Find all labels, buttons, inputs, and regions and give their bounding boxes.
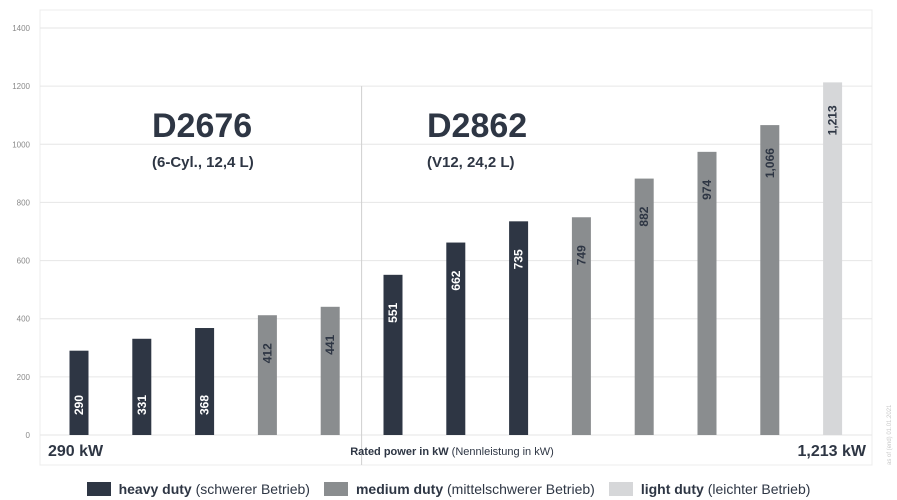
bar-value-label: 1,213 xyxy=(826,105,840,135)
axis-title-normal: (Nennleistung in kW) xyxy=(449,446,554,458)
legend-item-medium: medium duty (mittelschwerer Betrieb) xyxy=(323,481,595,497)
x-min-label: 290 kW xyxy=(48,443,104,460)
bar-medium xyxy=(257,315,277,435)
bar-value-label: 974 xyxy=(700,180,714,200)
y-tick-label: 1200 xyxy=(12,82,30,91)
bar-light xyxy=(823,82,843,435)
legend-swatch xyxy=(608,482,633,496)
y-tick-label: 800 xyxy=(17,198,31,207)
legend-label-rest: (schwerer Betrieb) xyxy=(191,481,310,497)
bar-value-label: 412 xyxy=(260,343,274,363)
legend-label-strong: light duty xyxy=(640,481,704,497)
axis-title-bold: Rated power in kW xyxy=(350,446,449,458)
axis-title: Rated power in kW (Nennleistung in kW) xyxy=(350,446,554,458)
y-tick-label: 1400 xyxy=(12,24,30,33)
legend-item-heavy: heavy duty (schwerer Betrieb) xyxy=(86,481,310,497)
engine-name: D2676 xyxy=(152,107,252,145)
bar-value-label: 368 xyxy=(198,395,212,415)
bar-value-label: 735 xyxy=(512,249,526,269)
bar-heavy xyxy=(383,274,403,435)
y-tick-label: 0 xyxy=(26,431,31,440)
side-note: as of (end) 01.01.2021 xyxy=(887,404,893,465)
legend-item-light: light duty (leichter Betrieb) xyxy=(608,481,811,497)
bar-value-label: 290 xyxy=(72,395,86,415)
bar-heavy xyxy=(132,338,152,435)
x-max-label: 1,213 kW xyxy=(798,443,867,460)
gridlines xyxy=(40,27,872,436)
legend-label-strong: medium duty xyxy=(355,481,444,497)
legend-label-rest: (mittelschwerer Betrieb) xyxy=(443,481,595,497)
y-tick-label: 600 xyxy=(17,257,31,266)
engine-spec: (V12, 24,2 L) xyxy=(427,154,515,171)
legend-label: light duty (leichter Betrieb) xyxy=(641,481,811,497)
bar-value-label: 1,066 xyxy=(763,148,777,178)
bar-value-label: 749 xyxy=(574,245,588,265)
legend-swatch xyxy=(86,482,111,496)
bar-value-label: 662 xyxy=(449,270,463,290)
bar-value-label: 551 xyxy=(386,302,400,322)
y-tick-labels: 0 200 400 600 800 1000 1200 1400 xyxy=(12,24,30,440)
bar-value-label: 441 xyxy=(323,334,337,354)
bar-heavy xyxy=(446,242,466,435)
bars: 290 331 368 412 441 551 662 735 749 882 974 1,066 1,… xyxy=(69,82,843,435)
bar-value-label: 331 xyxy=(135,395,149,415)
bar-heavy xyxy=(509,221,529,435)
y-tick-label: 200 xyxy=(17,373,31,382)
bar-medium xyxy=(320,306,340,435)
bar-heavy xyxy=(195,328,215,435)
bar-medium xyxy=(634,178,654,435)
legend-label-strong: heavy duty xyxy=(118,481,192,497)
bar-heavy xyxy=(69,350,89,435)
bar-value-label: 882 xyxy=(637,206,651,226)
legend-label: medium duty (mittelschwerer Betrieb) xyxy=(356,481,595,497)
legend-swatch xyxy=(323,482,348,496)
engine-spec: (6-Cyl., 12,4 L) xyxy=(152,154,254,171)
bar-medium xyxy=(760,125,780,435)
engine-labels: D2676 (6-Cyl., 12,4 L) D2862 (V12, 24,2 L) xyxy=(152,107,527,171)
bar-medium xyxy=(697,151,717,435)
bar-medium xyxy=(571,217,591,435)
legend-label: heavy duty (schwerer Betrieb) xyxy=(119,481,310,497)
legend: heavy duty (schwerer Betrieb) medium duty… xyxy=(0,478,897,500)
engine-name: D2862 xyxy=(427,107,527,145)
y-tick-label: 400 xyxy=(17,315,31,324)
legend-label-rest: (leichter Betrieb) xyxy=(703,481,811,497)
y-tick-label: 1000 xyxy=(12,140,30,149)
